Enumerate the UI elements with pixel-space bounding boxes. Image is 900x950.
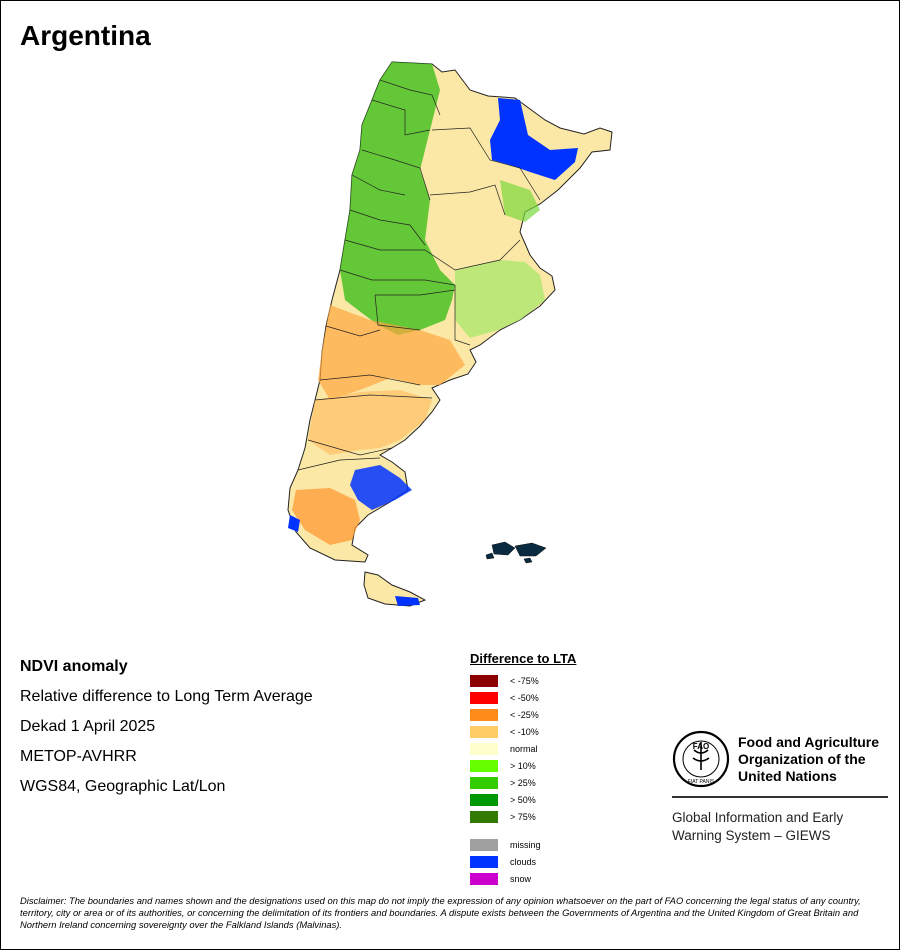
green-central-patch <box>455 260 545 338</box>
legend-label: < -25% <box>510 709 539 720</box>
legend-swatch <box>470 691 498 704</box>
legend-item-snow: snow <box>470 870 630 887</box>
legend-label: > 75% <box>510 811 536 822</box>
legend-label: > 25% <box>510 777 536 788</box>
legend-items: < -75% < -50% < -25% < -10% normal > 10%… <box>470 672 630 887</box>
giews-line: Global Information and Early <box>672 810 844 825</box>
orange-south <box>292 488 360 545</box>
legend-item: > 10% <box>470 757 630 774</box>
product-period: Dekad 1 April 2025 <box>20 718 156 735</box>
legend-item: < -75% <box>470 672 630 689</box>
legend-swatch <box>470 742 498 755</box>
fao-block: FAO FIAT PANIS Food and Agriculture Orga… <box>672 730 888 845</box>
clouds-patagonia <box>350 465 412 510</box>
legend-label: normal <box>510 743 538 754</box>
legend-swatch <box>470 872 498 885</box>
orange-patagonia <box>308 390 432 455</box>
clouds-tierra-del-fuego <box>395 596 420 606</box>
product-heading: NDVI anomaly <box>20 658 128 675</box>
legend-label: < -50% <box>510 692 539 703</box>
legend-title: Difference to LTA <box>470 651 577 666</box>
legend-item-clouds: clouds <box>470 853 630 870</box>
legend-label: missing <box>510 839 541 850</box>
legend-label: > 50% <box>510 794 536 805</box>
legend-item-missing: missing <box>470 836 630 853</box>
legend-item: < -25% <box>470 706 630 723</box>
svg-text:FIAT PANIS: FIAT PANIS <box>688 779 715 785</box>
legend-swatch <box>470 725 498 738</box>
fao-organization-name: Food and Agriculture Organization of the… <box>738 734 879 785</box>
green-northeast-patch <box>500 180 540 222</box>
legend-item: > 75% <box>470 808 630 825</box>
legend-item: < -50% <box>470 689 630 706</box>
map-legend: Difference to LTA < -75% < -50% < -25% <… <box>470 651 630 887</box>
legend-label: < -75% <box>510 675 539 686</box>
legend-swatch <box>470 810 498 823</box>
fao-logo-icon: FAO FIAT PANIS <box>672 730 730 788</box>
legend-label: < -10% <box>510 726 539 737</box>
legend-swatch <box>470 708 498 721</box>
svg-text:FAO: FAO <box>693 742 709 751</box>
legend-label: clouds <box>510 856 537 867</box>
map-info: NDVI anomaly Relative difference to Long… <box>20 657 313 807</box>
fao-name-line: Food and Agriculture <box>738 733 880 750</box>
legend-swatch <box>470 793 498 806</box>
green-northwest-region <box>340 62 455 335</box>
legend-label: > 10% <box>510 760 536 771</box>
legend-swatch <box>470 674 498 687</box>
legend-item: normal <box>470 740 630 757</box>
argentina-ndvi-map <box>287 61 613 607</box>
legend-label: snow <box>510 873 532 884</box>
legend-swatch <box>470 759 498 772</box>
product-projection: WGS84, Geographic Lat/Lon <box>20 778 226 795</box>
province-boundaries <box>297 79 541 471</box>
disclaimer: Disclaimer: The boundaries and names sho… <box>20 895 861 930</box>
legend-item: > 25% <box>470 774 630 791</box>
fao-divider <box>672 796 888 798</box>
falkland-islands <box>485 541 547 564</box>
legend-swatch <box>470 776 498 789</box>
legend-swatch <box>470 855 498 868</box>
map-title: Argentina <box>20 20 151 51</box>
product-description: Relative difference to Long Term Average <box>20 688 313 705</box>
legend-item: > 50% <box>470 791 630 808</box>
giews-name: Global Information and Early Warning Sys… <box>672 809 888 845</box>
legend-item: < -10% <box>470 723 630 740</box>
fao-name-line: Organization of the <box>738 750 866 767</box>
product-sensor: METOP-AVHRR <box>20 748 137 765</box>
fao-name-line: United Nations <box>738 767 837 784</box>
legend-swatch <box>470 838 498 851</box>
giews-line: Warning System – GIEWS <box>672 828 831 843</box>
clouds-southwest <box>288 515 300 532</box>
clouds-northeast <box>490 98 578 180</box>
